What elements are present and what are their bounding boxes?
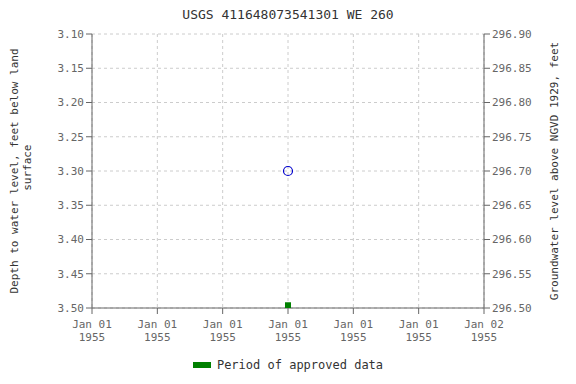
svg-text:3.30: 3.30 (58, 165, 85, 178)
svg-text:296.60: 296.60 (492, 233, 532, 246)
svg-text:Jan 011955: Jan 011955 (268, 318, 308, 344)
svg-text:3.40: 3.40 (58, 233, 85, 246)
svg-text:296.85: 296.85 (492, 62, 532, 75)
svg-text:Jan 021955: Jan 021955 (464, 318, 504, 344)
svg-text:296.50: 296.50 (492, 302, 532, 315)
svg-text:3.45: 3.45 (58, 268, 85, 281)
svg-text:Jan 011955: Jan 011955 (333, 318, 373, 344)
svg-text:Jan 011955: Jan 011955 (203, 318, 243, 344)
svg-text:Jan 011955: Jan 011955 (399, 318, 439, 344)
svg-text:Groundwater level above NGVD 1: Groundwater level above NGVD 1929, feet (548, 42, 561, 300)
html-text:Period of approved data: Period of approved data (216, 358, 384, 372)
svg-text:296.65: 296.65 (492, 199, 532, 212)
svg-text:296.90: 296.90 (492, 28, 532, 41)
svg-text:Depth to water level, feet bel: Depth to water level, feet below land su… (8, 48, 34, 293)
svg-text:Jan 011955: Jan 011955 (72, 318, 112, 344)
svg-text:296.55: 296.55 (492, 268, 532, 281)
svg-text:3.15: 3.15 (58, 62, 85, 75)
svg-text:3.50: 3.50 (58, 302, 85, 315)
svg-text:Jan 011955: Jan 011955 (137, 318, 177, 344)
svg-text:3.20: 3.20 (58, 96, 85, 109)
html-text:USGS 411648073541301 WE 260: USGS 411648073541301 WE 260 (182, 7, 394, 22)
svg-text:296.70: 296.70 (492, 165, 532, 178)
svg-text:3.35: 3.35 (58, 199, 85, 212)
svg-text:296.80: 296.80 (492, 96, 532, 109)
svg-text:3.25: 3.25 (58, 131, 85, 144)
svg-text:3.10: 3.10 (58, 28, 85, 41)
svg-text:296.75: 296.75 (492, 131, 532, 144)
